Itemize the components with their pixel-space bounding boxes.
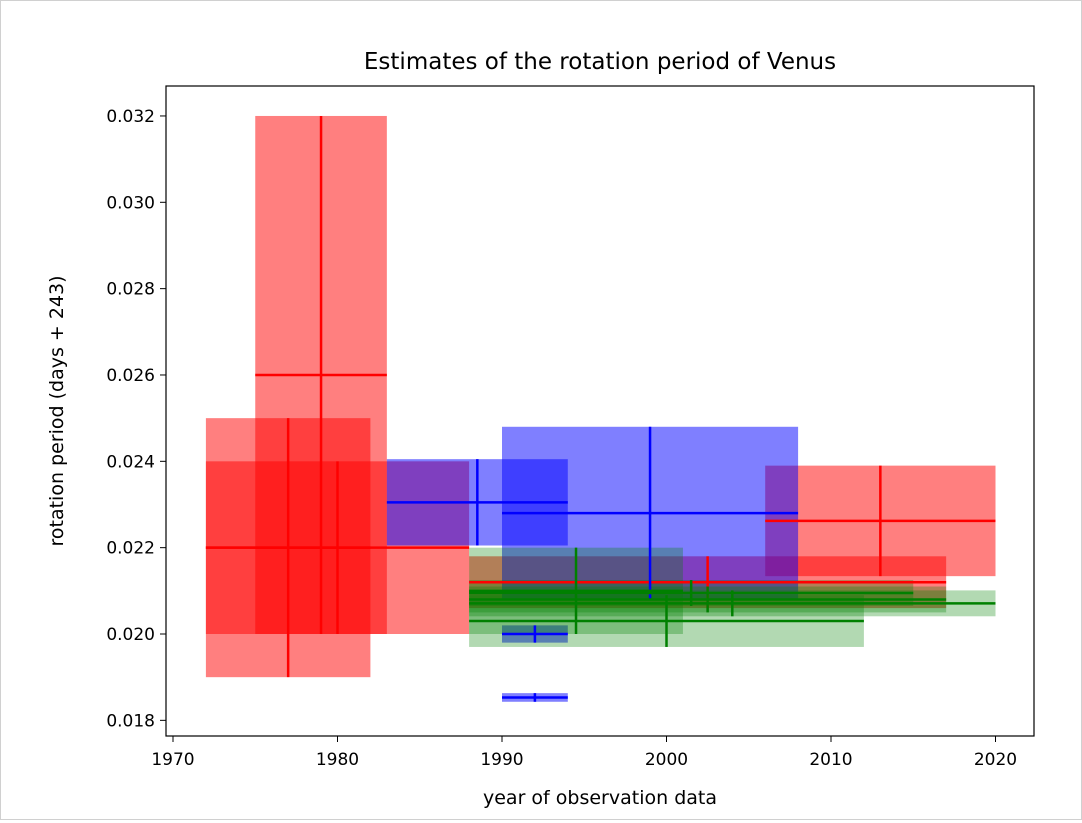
axes-frame [165,85,1035,737]
y-ticks: 0.018 0.020 0.022 0.024 0.026 0.028 0.030 0.032 [106,107,166,731]
x-axis-label: year of observation data [483,787,717,809]
y-tick-label: 0.030 [106,193,155,213]
y-tick-label: 0.024 [106,452,155,472]
x-tick-label: 1970 [151,750,194,770]
x-tick-label: 2010 [809,750,852,770]
x-tick-label: 1990 [480,750,523,770]
x-ticks: 1970 1980 1990 2000 2010 2020 [151,736,1017,770]
y-tick-label: 0.018 [106,711,155,731]
x-tick-label: 2000 [645,750,688,770]
y-tick-label: 0.020 [106,625,155,645]
y-tick-label: 0.026 [106,366,155,386]
error-boxes [205,115,996,702]
chart-title: Estimates of the rotation period of Venu… [364,49,836,75]
error-lines [205,115,996,702]
y-tick-label: 0.032 [106,107,155,127]
y-tick-label: 0.028 [106,280,155,300]
y-tick-label: 0.022 [106,539,155,559]
y-axis-label: rotation period (days + 243) [46,275,68,546]
x-tick-label: 1980 [316,750,359,770]
chart-marks [205,115,996,702]
x-tick-label: 2020 [974,750,1017,770]
